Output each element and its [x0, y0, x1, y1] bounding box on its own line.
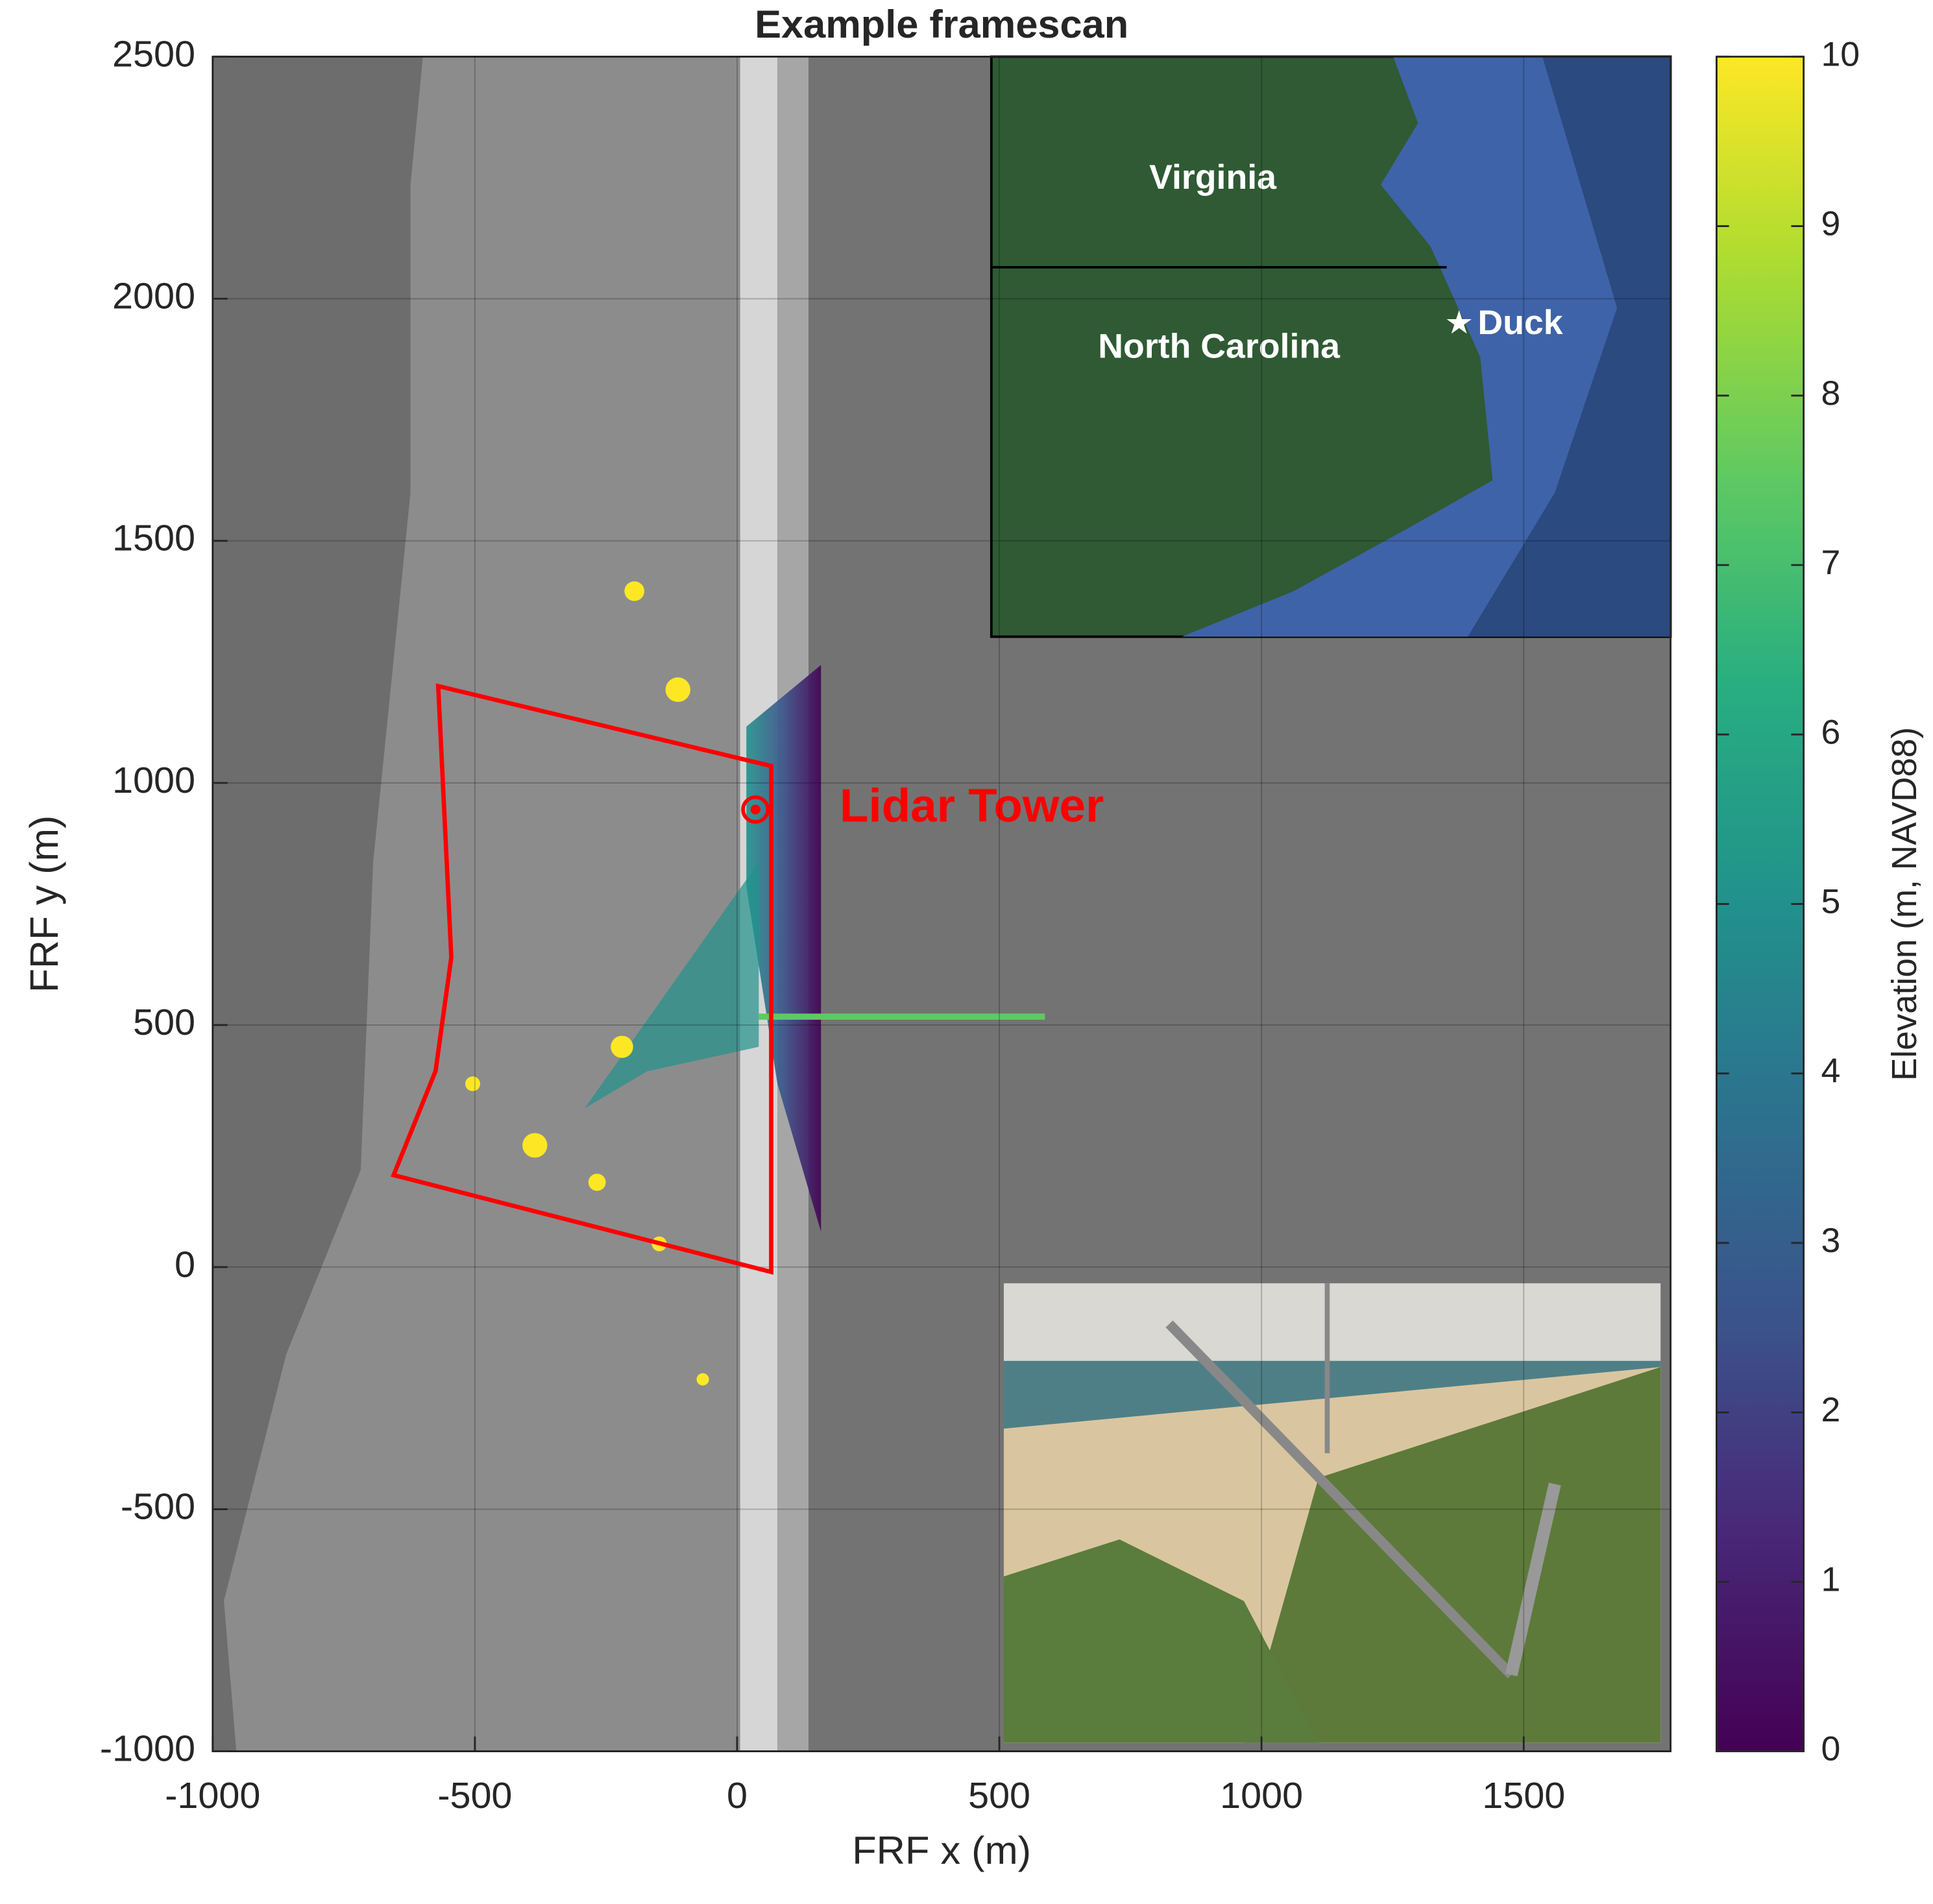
scan-outline	[391, 683, 773, 1275]
y-tick-label: 2000	[112, 276, 195, 317]
map-label: North Carolina	[1098, 328, 1341, 366]
x-tick-label: 1000	[1220, 1775, 1303, 1816]
colorbar	[1716, 55, 1805, 1753]
colorbar-label: Elevation (m, NAVD88)	[1886, 727, 1924, 1081]
map-label: Duck	[1477, 304, 1563, 342]
y-tick-label: 0	[175, 1244, 195, 1286]
colorbar-tick-label: 3	[1821, 1222, 1840, 1260]
tower-marker	[741, 795, 770, 824]
chart-title: Example framescan	[755, 2, 1128, 46]
y-tick-label: 2500	[112, 34, 195, 75]
x-tick-label: -1000	[165, 1775, 260, 1816]
colorbar-tick-label: 9	[1821, 205, 1840, 243]
colorbar-tick-label: 7	[1821, 544, 1840, 582]
colorbar-tick-label: 6	[1821, 714, 1840, 752]
colorbar-tick-label: 2	[1821, 1391, 1840, 1429]
y-tick-label: 500	[133, 1002, 195, 1043]
svg-text:★: ★	[1444, 304, 1474, 341]
y-tick-label: 1500	[112, 518, 195, 559]
x-tick-label: 0	[727, 1775, 748, 1816]
colorbar-tick-label: 4	[1821, 1052, 1840, 1091]
y-tick-label: -1000	[100, 1728, 195, 1770]
colorbar-tick-label: 1	[1821, 1561, 1840, 1599]
colorbar-tick-label: 8	[1821, 374, 1840, 413]
annotation: Lidar Tower	[840, 780, 1104, 832]
y-tick-label: -500	[121, 1486, 195, 1528]
inset-map: ★	[990, 55, 1672, 638]
map-label: Virginia	[1149, 158, 1277, 197]
photo-inset	[1004, 1283, 1661, 1743]
colorbar-tick-label: 0	[1821, 1730, 1840, 1768]
x-axis-label: FRF x (m)	[852, 1828, 1031, 1872]
colorbar-tick-label: 10	[1821, 36, 1860, 74]
x-tick-label: 500	[968, 1775, 1030, 1816]
x-tick-label: 1500	[1482, 1775, 1565, 1816]
y-tick-label: 1000	[112, 760, 195, 801]
colorbar-tick-label: 5	[1821, 883, 1840, 921]
plot-frame	[212, 55, 1672, 1753]
y-axis-label: FRF y (m)	[22, 815, 66, 993]
x-tick-label: -500	[437, 1775, 512, 1816]
tower-dot	[750, 804, 760, 815]
